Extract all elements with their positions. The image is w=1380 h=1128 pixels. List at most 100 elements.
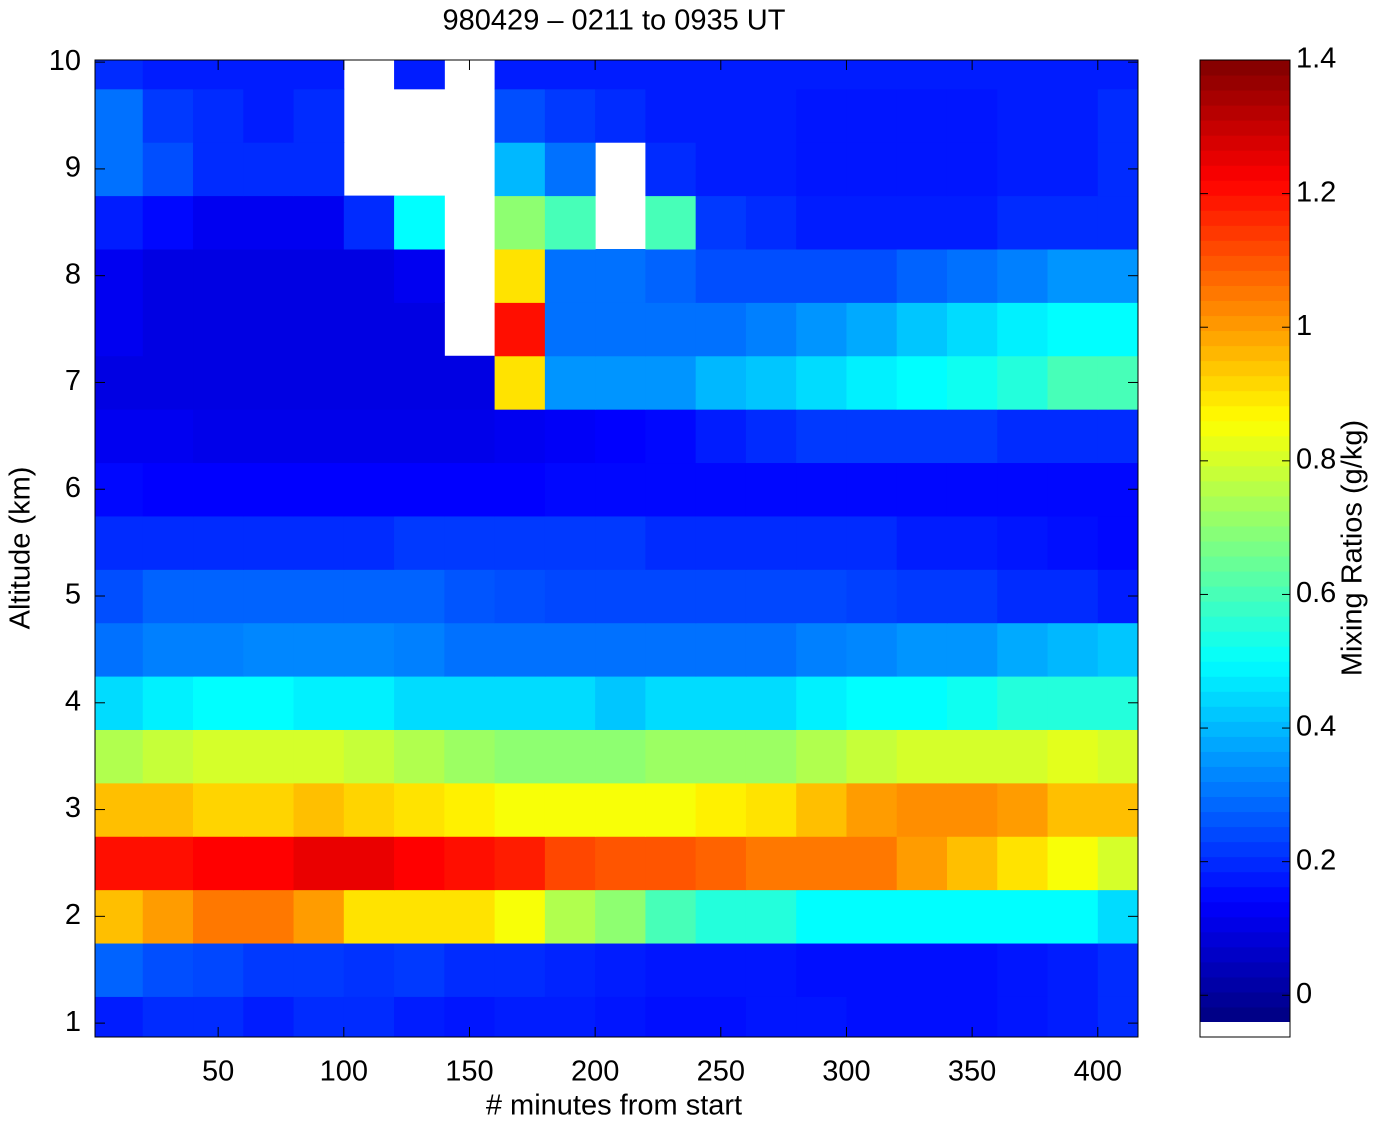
heat-cell [645,88,697,143]
heat-cell [745,889,797,944]
heat-cell [1047,782,1099,837]
colorbar-step [1200,976,1290,993]
colorbar-step [1200,616,1290,632]
heat-cell [544,569,596,624]
heat-cell [394,889,445,944]
heat-cell [796,889,847,944]
heat-cell [896,943,948,997]
heat-cell [645,60,697,90]
colorbar-step [1200,240,1290,256]
y-tick-label: 10 [49,45,81,77]
heat-cell [997,462,1049,517]
heat-cell [95,996,144,1037]
colorbar-step [1200,495,1290,512]
heat-cell [796,515,847,570]
heat-cell [142,142,194,197]
heat-cell [444,355,496,410]
heat-cell [1097,142,1138,197]
heat-cell [293,836,345,891]
heat-cell [896,195,948,250]
colorbar-step [1200,75,1290,91]
heat-cell [846,782,898,837]
heat-cell [394,302,445,357]
plot-frame [94,59,1139,1038]
heat-cell [846,142,898,197]
colorbar-step [1200,541,1290,557]
colorbar-step [1200,1006,1290,1023]
heat-cell [494,782,546,837]
heat-cell [243,782,295,837]
heat-cell [1097,248,1138,303]
heat-cell [1097,88,1138,143]
heat-cell [544,943,596,997]
heat-cell [544,462,596,517]
heat-cell [997,409,1049,464]
colorbar-step [1200,210,1290,226]
colorbar-step [1200,120,1290,136]
heat-cell [695,355,747,410]
heat-cell [544,195,596,250]
colorbar-step [1200,796,1290,813]
heat-cell [193,515,244,570]
heat-cell [997,996,1049,1037]
heat-cell [142,60,194,90]
heat-cell [243,195,295,250]
heat-cell [896,996,948,1037]
heat-cell [544,142,596,197]
heat-cell [95,836,144,891]
x-tick-label: 50 [202,1056,234,1088]
heat-cell [1047,462,1099,517]
heat-cell [394,195,445,250]
heat-cell [293,729,345,784]
heat-cell [896,676,948,730]
heat-cell [695,248,747,303]
heat-cell [544,60,596,90]
heat-cell [193,996,244,1037]
colorbar-step [1200,811,1290,828]
colorbar-tick-label: 1.2 [1296,176,1336,208]
heat-cell [544,355,596,410]
heat-cell [745,943,797,997]
y-tick-label: 9 [65,152,81,184]
heat-cell [846,676,898,730]
heat-cell [997,302,1049,357]
heat-cell [745,409,797,464]
heat-cell [1047,729,1099,784]
heat-cell [494,142,546,197]
heat-cell [595,462,646,517]
heat-cell [394,729,445,784]
heat-cell [745,782,797,837]
heat-cell [846,355,898,410]
colorbar-step [1200,315,1290,332]
heat-cell [544,622,596,677]
heat-cell [745,836,797,891]
colorbar-step [1200,631,1290,647]
colorbar-step [1200,360,1290,377]
heat-cell [1047,60,1099,90]
heat-cell [846,996,898,1037]
heat-cell [394,248,445,303]
heat-cell [695,729,747,784]
heat-cell [193,782,244,837]
heat-cell [846,409,898,464]
heat-cell [997,943,1049,997]
heat-cell [595,729,646,784]
heat-cell [243,409,295,464]
heat-cell [343,355,395,410]
colorbar-step [1200,435,1290,452]
colorbar-frame [1199,59,1291,1038]
colorbar-step [1200,676,1290,692]
heat-cell [243,60,295,90]
heat-cell [997,889,1049,944]
colorbar-step [1200,781,1290,798]
colorbar-step [1200,721,1290,737]
heat-cell [946,729,998,784]
heat-cell [193,676,244,730]
heat-cell [946,195,998,250]
heat-cell [896,355,948,410]
heat-cell [1097,996,1138,1037]
colorbar-step [1200,826,1290,843]
heat-cell [343,248,395,303]
heat-cell [95,622,144,677]
heat-cell [193,622,244,677]
